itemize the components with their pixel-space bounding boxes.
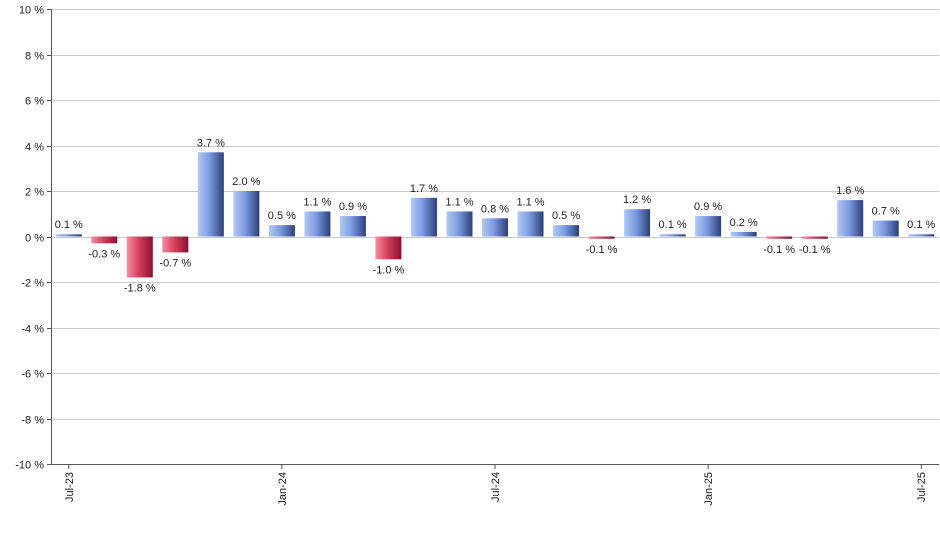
- bar-May-25: [837, 200, 864, 237]
- value-label-Mar-24: 0.9 %: [339, 201, 367, 213]
- bar-Aug-23: [91, 236, 118, 244]
- value-label-Dec-23: 2.0 %: [232, 176, 260, 188]
- value-label-Apr-24: -1.0 %: [373, 264, 405, 276]
- x-tick-label-0: Jul-23: [64, 472, 76, 502]
- bar-Jan-24: [268, 225, 295, 237]
- bars: [55, 152, 935, 278]
- y-tick-label-6: -2 %: [21, 278, 44, 290]
- y-tick-label-3: 4 %: [25, 142, 44, 154]
- bar-Dec-24: [659, 234, 686, 237]
- y-tick-label-8: -6 %: [21, 369, 44, 381]
- bar-Feb-25: [730, 231, 757, 237]
- x-axis: Jul-23 Jan-24 Jul-24 Jan-25 Jul-25: [51, 464, 939, 506]
- value-label-Jun-24: 1.1 %: [445, 196, 473, 208]
- bar-May-24: [410, 197, 437, 237]
- value-label-Jul-24: 0.8 %: [481, 203, 509, 215]
- bar-Mar-24: [339, 216, 366, 237]
- bar-Nov-24: [624, 209, 651, 237]
- y-tick-label-5: 0 %: [25, 233, 44, 245]
- value-label-Oct-24: -0.1 %: [586, 244, 618, 256]
- bar-Jul-24: [482, 218, 508, 237]
- x-tick-label-3: Jan-25: [703, 472, 715, 506]
- bar-Aug-24: [517, 211, 544, 237]
- value-label-Nov-24: 1.2 %: [623, 194, 651, 206]
- value-label-Mar-25: -0.1 %: [763, 244, 795, 256]
- bar-Oct-23: [162, 236, 189, 253]
- value-label-Nov-23: 3.7 %: [197, 137, 225, 149]
- y-tick-label-2: 6 %: [25, 96, 44, 108]
- bar-Jun-24: [446, 211, 473, 237]
- y-tick-label-4: 2 %: [25, 187, 44, 199]
- y-tick-label-9: -8 %: [21, 415, 44, 427]
- bar-Jun-25: [872, 220, 899, 237]
- value-label-Apr-25: -0.1 %: [799, 244, 831, 256]
- bar-Oct-24: [588, 236, 615, 239]
- y-tick-label-0: 10 %: [19, 5, 44, 17]
- value-label-Jun-25: 0.7 %: [872, 206, 900, 218]
- bar-Apr-24: [375, 236, 402, 260]
- bar-Jan-25: [695, 216, 722, 237]
- x-tick-label-2: Jul-24: [490, 472, 502, 502]
- value-label-Sep-24: 0.5 %: [552, 210, 580, 222]
- x-tick-label-4: Jul-25: [916, 472, 928, 502]
- value-label-Aug-23: -0.3 %: [88, 248, 120, 260]
- bar-Jul-23: [55, 234, 82, 237]
- bar-Apr-25: [801, 236, 828, 239]
- bar-Sep-24: [553, 225, 580, 237]
- value-label-Aug-24: 1.1 %: [516, 196, 544, 208]
- bar-Feb-24: [304, 211, 331, 237]
- value-label-Jan-24: 0.5 %: [268, 210, 296, 222]
- bar-Jul-25: [908, 234, 935, 237]
- x-tick-label-1: Jan-24: [277, 472, 289, 506]
- value-label-Sep-23: -1.8 %: [124, 282, 156, 294]
- value-label-Feb-25: 0.2 %: [730, 217, 758, 229]
- bar-Nov-23: [197, 152, 224, 237]
- value-label-Feb-24: 1.1 %: [303, 196, 331, 208]
- y-tick-label-10: -10 %: [15, 460, 44, 472]
- data-labels: 0.1 % -0.3 % -1.8 % -0.7 % 3.7 % 2.0 % 0.5 % 1.…: [55, 137, 936, 294]
- value-label-Jul-25: 0.1 %: [907, 219, 935, 231]
- value-label-Oct-23: -0.7 %: [159, 257, 191, 269]
- bar-Mar-25: [766, 236, 793, 239]
- bar-Dec-23: [233, 191, 260, 237]
- value-label-May-24: 1.7 %: [410, 183, 438, 195]
- bar-Sep-23: [126, 236, 153, 278]
- y-tick-label-1: 8 %: [25, 51, 44, 63]
- value-label-May-25: 1.6 %: [836, 185, 864, 197]
- value-label-Dec-24: 0.1 %: [659, 219, 687, 231]
- y-axis: 10 % 8 % 6 % 4 % 2 % 0 % -2 % -4 % -6 % -8 % -10 %: [15, 5, 52, 472]
- y-tick-label-7: -4 %: [21, 324, 44, 336]
- value-label-Jul-23: 0.1 %: [55, 219, 83, 231]
- value-label-Jan-25: 0.9 %: [694, 201, 722, 213]
